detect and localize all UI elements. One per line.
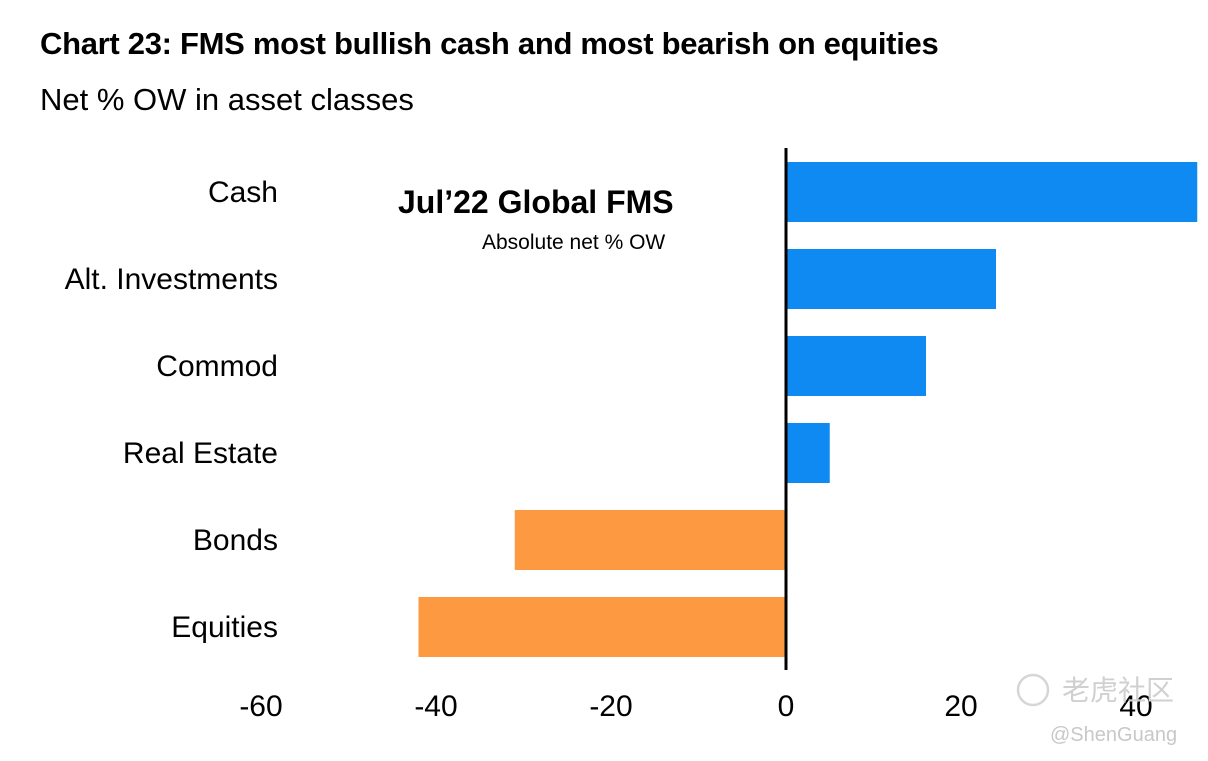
bar-cash (786, 162, 1198, 222)
annotation-title: Jul’22 Global FMS (398, 184, 674, 220)
chart-subtitle: Net % OW in asset classes (40, 82, 414, 117)
bar-alt-investments (786, 249, 996, 309)
category-label: Commod (156, 350, 278, 383)
category-label: Equities (171, 611, 278, 644)
x-tick-labels: -60 -40 -20 0 20 40 (239, 690, 1152, 723)
annotation-subtitle: Absolute net % OW (482, 231, 665, 254)
bar-commod (786, 336, 926, 396)
x-tick-label: -20 (589, 690, 632, 723)
x-tick-label: 20 (944, 690, 977, 723)
watermark-logo-icon (1016, 673, 1050, 707)
category-label: Bonds (193, 524, 278, 557)
watermark-handle: @ShenGuang (1050, 724, 1177, 746)
watermark: 老虎社区 @ShenGuang (1016, 673, 1177, 746)
category-labels: Cash Alt. Investments Commod Real Estate Bon… (65, 176, 278, 644)
category-label: Cash (208, 176, 278, 209)
watermark-text: 老虎社区 (1062, 675, 1174, 706)
bar-equities (418, 597, 786, 657)
bars-group (418, 162, 1198, 657)
category-label: Alt. Investments (65, 263, 278, 296)
x-tick-label: -60 (239, 690, 282, 723)
x-tick-label: -40 (414, 690, 457, 723)
bar-real-estate (786, 423, 830, 483)
x-tick-label: 0 (778, 690, 795, 723)
bar-bonds (514, 510, 786, 570)
chart-title: Chart 23: FMS most bullish cash and most… (40, 26, 939, 61)
x-tick-label: 40 (1119, 690, 1152, 723)
category-label: Real Estate (123, 437, 278, 470)
